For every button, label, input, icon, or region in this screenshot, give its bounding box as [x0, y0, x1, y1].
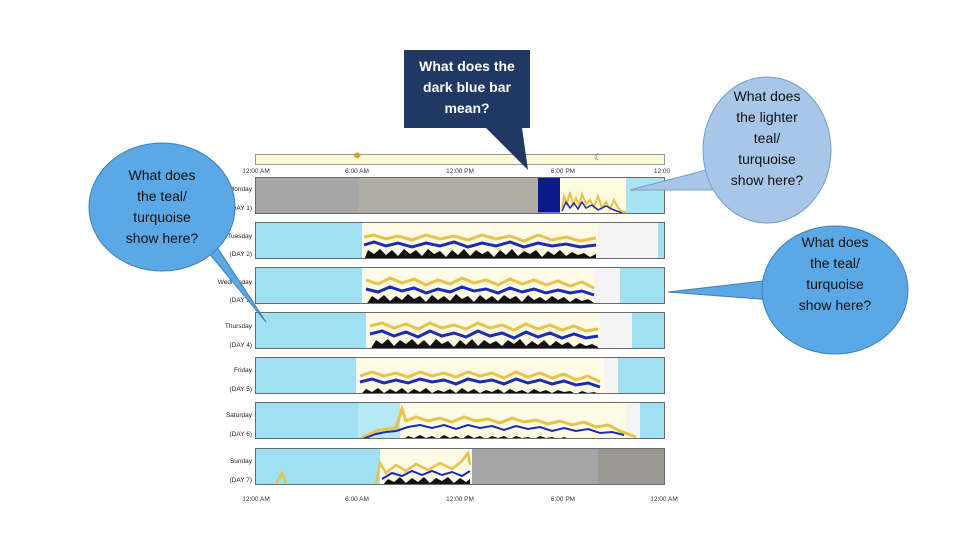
day-sub-7: (DAY 7) — [229, 477, 252, 484]
evening-block — [600, 313, 632, 348]
activity-trace — [359, 404, 637, 438]
right-bubble-line-2: the teal/ — [810, 255, 860, 271]
right-callout-bubble: What does the teal/ turquoise show here? — [667, 225, 909, 355]
day-block — [400, 403, 626, 438]
teal-block — [256, 358, 356, 393]
left-callout-bubble: What does the teal/ turquoise show here? — [88, 142, 267, 323]
teal-block — [620, 268, 664, 303]
top-tick-2: 12:00 PM — [446, 168, 474, 175]
right-bubble-line-3: turquoise — [806, 276, 864, 292]
day-label-7: Sunday — [229, 458, 252, 465]
day-sub-4: (DAY 4) — [229, 342, 252, 349]
evening-block — [598, 223, 658, 258]
day-panel-2 — [255, 222, 665, 259]
purple-marker — [538, 212, 560, 213]
activity-trace — [369, 321, 599, 348]
day-panel-5 — [255, 357, 665, 394]
top-tick-1: 6:00 AM — [345, 168, 369, 175]
day-panel-6 — [255, 402, 665, 439]
activity-trace — [561, 200, 623, 213]
teal-block — [256, 313, 366, 348]
day-7-chart — [256, 449, 664, 484]
top-right-callout-bubble: What does the lighter teal/ turquoise sh… — [629, 76, 832, 224]
day-block — [362, 268, 594, 303]
day-3-chart — [256, 268, 664, 303]
day-sub-3: (DAY 3) — [229, 297, 252, 304]
top-right-bubble-line-1: What does — [734, 88, 801, 104]
top-tick-0: 12:00 AM — [242, 168, 270, 175]
dark-blue-callout: What does the dark blue bar mean? — [404, 50, 530, 128]
day-5-chart — [256, 358, 664, 393]
activity-trace — [365, 276, 595, 303]
teal-block — [256, 449, 380, 484]
evening-block — [594, 268, 620, 303]
day-panel-4 — [255, 312, 665, 349]
day-label-6: Saturday — [225, 412, 252, 419]
day-1-chart — [256, 178, 664, 213]
day-sub-5: (DAY 5) — [229, 386, 252, 393]
day-panel-1 — [255, 177, 665, 214]
gray-block — [256, 178, 358, 213]
top-right-bubble-line-2: the lighter — [736, 109, 798, 125]
day-panel-7 — [255, 448, 665, 485]
top-right-bubble-line-5: show here? — [731, 172, 804, 188]
day-4-chart — [256, 313, 664, 348]
dark-box-line-3: mean? — [444, 100, 490, 116]
left-bubble-line-2: the teal/ — [137, 188, 187, 204]
moon-icon: ☾ — [594, 152, 603, 162]
teal-block — [256, 403, 358, 438]
evening-block — [626, 403, 640, 438]
activity-trace — [274, 449, 472, 484]
activity-trace — [363, 233, 597, 258]
day-label-5: Friday — [233, 367, 252, 374]
day-6-chart — [256, 403, 664, 438]
gray-block — [358, 178, 538, 213]
dark-box-line-2: dark blue bar — [423, 79, 511, 95]
bottom-tick-4: 12:00 AM — [650, 496, 678, 503]
left-bubble-line-1: What does — [129, 167, 196, 183]
activity-trace — [561, 190, 626, 213]
right-bubble-line-1: What does — [802, 234, 869, 250]
bottom-tick-3: 6:00 PM — [550, 496, 576, 503]
bottom-tick-1: 6:00 AM — [345, 496, 369, 503]
day-panel-3 — [255, 267, 665, 304]
teal-block — [640, 403, 664, 438]
bottom-tick-0: 12:00 AM — [242, 496, 270, 503]
teal-block — [632, 313, 664, 348]
teal-block — [256, 223, 362, 258]
timeline-top-bar: ✹ ☾ — [255, 151, 665, 165]
day-label-4: Thursday — [224, 323, 252, 330]
gray-block — [598, 449, 664, 484]
day-label-2: Tuesday — [227, 233, 252, 240]
teal-block — [256, 268, 362, 303]
right-bubble-line-4: show here? — [799, 297, 872, 313]
top-right-bubble-line-4: turquoise — [738, 151, 796, 167]
day-sub-1: (DAY 1) — [229, 205, 252, 212]
dark-blue-bar — [538, 178, 560, 212]
left-bubble-line-4: show here? — [126, 230, 199, 246]
gray-block — [472, 449, 598, 484]
day-label-1: Monday — [228, 186, 252, 193]
left-bubble-line-3: turquoise — [133, 209, 191, 225]
top-right-bubble-line-3: teal/ — [754, 130, 781, 146]
day-sub-6: (DAY 6) — [229, 431, 252, 438]
bottom-tick-2: 12:00 PM — [446, 496, 474, 503]
teal-block — [658, 223, 664, 258]
top-tick-4: 12:00 — [653, 168, 671, 175]
evening-block — [604, 358, 618, 393]
teal-block — [618, 358, 664, 393]
day-sub-2: (DAY 2) — [229, 251, 252, 258]
dark-box-pointer — [486, 128, 528, 170]
top-tick-3: 6:00 PM — [550, 168, 576, 175]
activity-trace — [359, 370, 601, 393]
sun-icon: ✹ — [353, 151, 362, 162]
day-2-chart — [256, 223, 664, 258]
dark-box-line-1: What does the — [419, 58, 515, 74]
